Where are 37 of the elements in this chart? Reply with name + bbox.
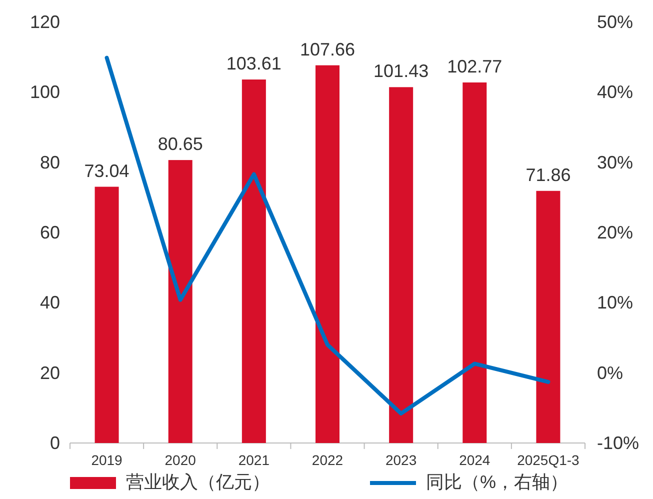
x-tick-label: 2023: [385, 452, 417, 468]
y-tick-label: 80: [40, 152, 60, 172]
data-label: 107.66: [300, 39, 356, 60]
bar: [94, 186, 119, 443]
bar: [536, 190, 560, 443]
y2-tick-label: 10%: [597, 292, 634, 313]
y-tick-label: 60: [40, 222, 60, 242]
y2-tick-label: 50%: [597, 12, 634, 32]
y2-tick-label: 20%: [597, 222, 634, 242]
y2-tick-label: 40%: [597, 82, 634, 102]
data-label: 102.77: [447, 56, 502, 76]
bar: [168, 160, 192, 443]
data-label: 73.04: [84, 160, 130, 181]
legend-label: 营业收入（亿元）: [126, 472, 270, 492]
legend-label: 同比（%，右轴）: [426, 472, 568, 492]
y2-tick-label: -10%: [597, 433, 640, 453]
y2-tick-label: 0%: [597, 362, 624, 383]
y-tick-label: 100: [30, 82, 60, 102]
y-tick-label: 0: [50, 433, 60, 453]
data-label: 71.86: [526, 164, 571, 185]
data-label: 103.61: [226, 54, 282, 74]
bar: [462, 82, 487, 443]
x-tick-label: 2022: [312, 452, 344, 468]
x-tick-label: 2024: [459, 452, 490, 468]
data-label: 101.43: [374, 61, 429, 82]
y-tick-label: 40: [40, 292, 60, 313]
x-tick-label: 2019: [91, 452, 123, 468]
x-tick-label: 2020: [164, 452, 196, 468]
y-tick-label: 120: [30, 12, 60, 32]
bar: [242, 80, 266, 443]
x-tick-label: 2025Q1-3: [517, 452, 580, 468]
y-tick-label: 20: [40, 362, 60, 383]
y2-tick-label: 30%: [597, 152, 634, 172]
x-tick-label: 2021: [238, 452, 270, 468]
data-label: 80.65: [158, 134, 203, 154]
bar: [316, 65, 340, 443]
bar: [389, 87, 414, 443]
